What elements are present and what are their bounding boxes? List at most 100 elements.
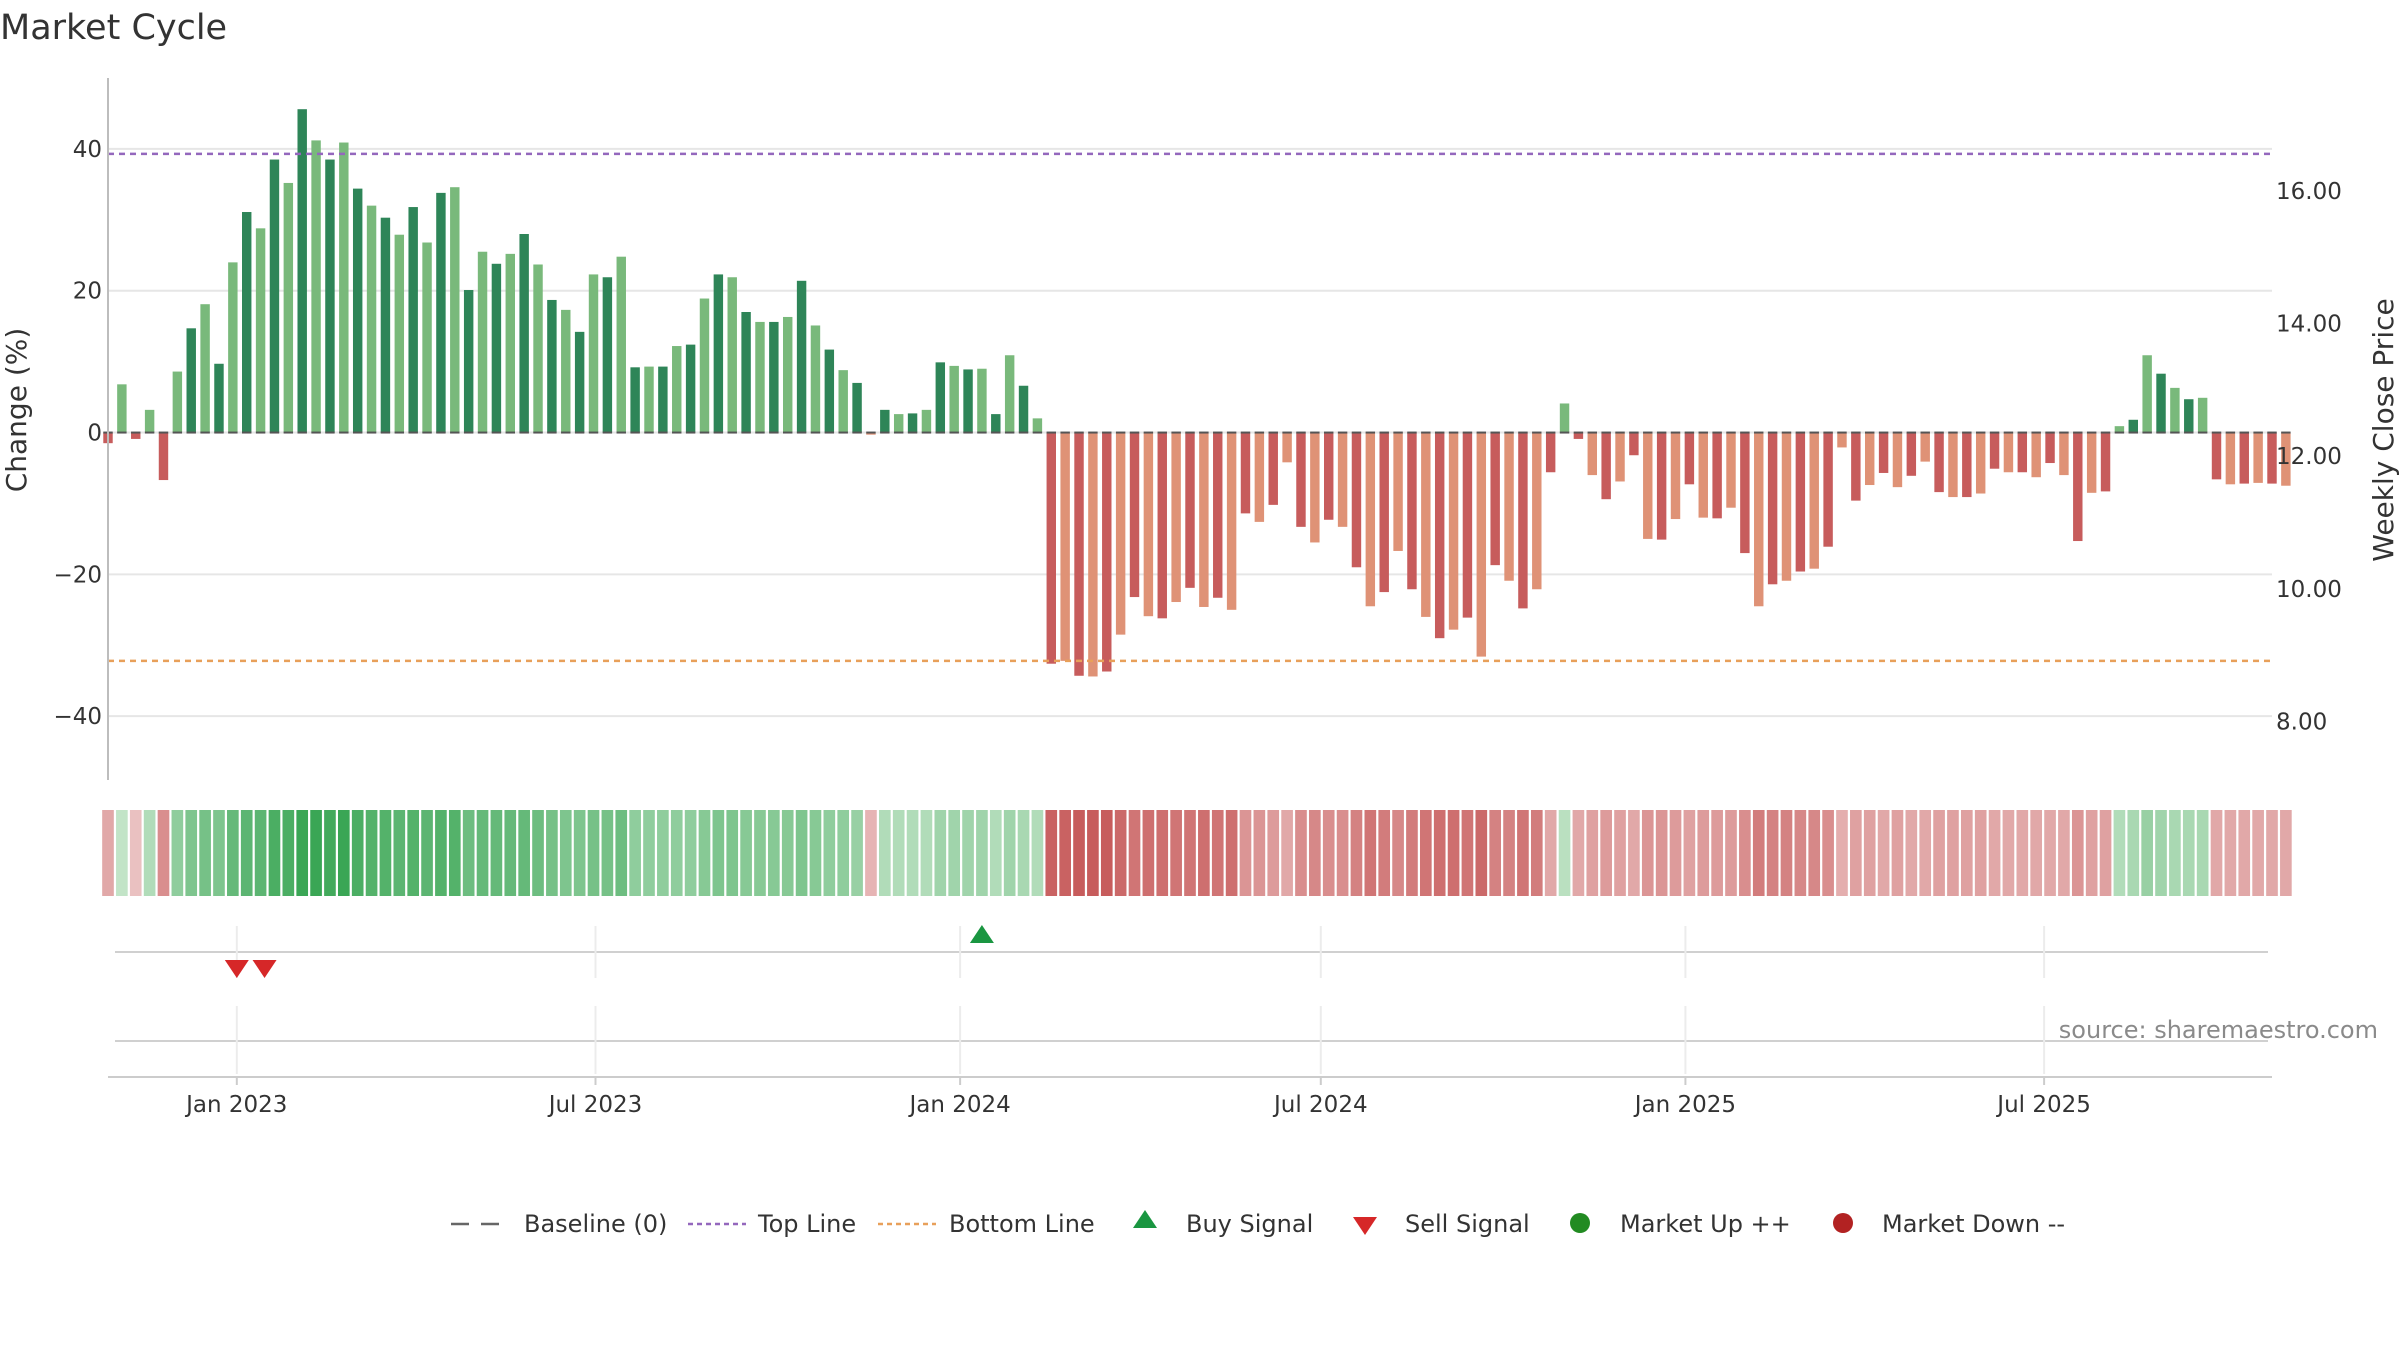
- strength-cell: [1558, 810, 1571, 896]
- bar: [1962, 432, 1972, 498]
- strength-cell: [1891, 810, 1904, 896]
- bar: [838, 370, 848, 433]
- strength-cell: [1114, 810, 1127, 896]
- strength-cell: [310, 810, 322, 896]
- legend: Baseline (0) Top Line Bottom Line Buy Signa…: [451, 1210, 2065, 1238]
- strength-cell: [1628, 810, 1640, 896]
- bar: [408, 207, 418, 433]
- bar: [602, 277, 613, 433]
- chart-title: Market Cycle: [0, 8, 227, 48]
- bar: [2045, 432, 2055, 464]
- x-tick-label: Jul 2025: [1995, 1092, 2091, 1118]
- strength-cell: [1281, 810, 1293, 896]
- bar: [1421, 432, 1431, 617]
- bar: [1920, 432, 1930, 462]
- bar: [783, 316, 793, 433]
- strength-cell: [1003, 810, 1016, 896]
- strength-cell: [2113, 810, 2126, 896]
- bar: [1254, 432, 1265, 522]
- strength-cell: [1739, 810, 1751, 896]
- strength-cell: [2196, 810, 2209, 896]
- strength-cell: [185, 810, 198, 896]
- strength-cell: [1433, 810, 1446, 896]
- bar: [1795, 432, 1806, 572]
- bar: [866, 432, 876, 435]
- strength-cell: [643, 810, 655, 896]
- strength-cell: [1322, 810, 1335, 896]
- strength-cell: [546, 810, 558, 896]
- strength-cell: [213, 810, 225, 896]
- bar: [1504, 432, 1514, 581]
- bar: [2114, 426, 2125, 433]
- bar: [1740, 432, 1750, 554]
- strength-cell: [1253, 810, 1266, 896]
- strength-cell: [1225, 810, 1238, 896]
- y2-tick-label: 8.00: [2276, 710, 2327, 736]
- strength-cell: [1572, 810, 1585, 896]
- strength-cell: [1836, 810, 1848, 896]
- bar: [1226, 432, 1237, 610]
- bar: [366, 205, 377, 433]
- legend-swatch-buy-signal: [1133, 1210, 1157, 1228]
- bar: [769, 321, 779, 433]
- bar: [394, 234, 405, 433]
- x-tick-label: Jan 2024: [907, 1092, 1010, 1118]
- bar: [935, 362, 946, 433]
- strength-cell: [1988, 810, 2001, 896]
- bar: [1379, 432, 1389, 593]
- y2-tick-label: 16.00: [2276, 179, 2342, 205]
- bar: [2086, 432, 2097, 493]
- strength-cell: [892, 810, 905, 896]
- bar: [977, 368, 987, 433]
- strength-cell: [1419, 810, 1432, 896]
- strength-cell: [1045, 810, 1058, 896]
- bar: [1767, 432, 1778, 585]
- strength-cell: [2224, 810, 2237, 896]
- legend-label: Sell Signal: [1405, 1210, 1530, 1238]
- strength-cell: [116, 810, 128, 896]
- bar: [1282, 432, 1292, 463]
- strength-cell: [2169, 810, 2181, 896]
- axes: 40 20 0 −20 −40 16.00 14.00 12.00 10.00 8.00 Jan 2…: [53, 78, 2342, 1118]
- bar: [1726, 432, 1736, 508]
- strength-cell: [878, 810, 891, 896]
- strength-cell: [296, 810, 309, 896]
- bar: [1892, 432, 1903, 488]
- strength-cell: [1503, 810, 1515, 896]
- strength-cell: [1517, 810, 1529, 896]
- strength-cell: [1475, 810, 1488, 896]
- strength-cell: [1960, 810, 1973, 896]
- y-tick-label: 40: [73, 137, 102, 163]
- strength-cell: [1184, 810, 1196, 896]
- strength-cell: [448, 810, 461, 896]
- strength-cell: [2127, 810, 2140, 896]
- legend-label: Bottom Line: [949, 1210, 1095, 1238]
- strength-cell: [1905, 810, 1918, 896]
- bar: [1324, 432, 1334, 520]
- bar: [1213, 432, 1223, 598]
- strength-cell: [920, 810, 933, 896]
- strength-cell: [421, 810, 433, 896]
- legend-label: Buy Signal: [1186, 1210, 1313, 1238]
- bar: [727, 277, 737, 433]
- strength-cell: [2016, 810, 2029, 896]
- bar: [963, 369, 973, 433]
- strength-cell: [2099, 810, 2112, 896]
- strength-cell: [1850, 810, 1862, 896]
- strength-cell: [2266, 810, 2278, 896]
- bar: [1351, 432, 1362, 568]
- bar: [630, 367, 640, 433]
- bar: [921, 409, 932, 433]
- bar: [685, 344, 696, 433]
- strength-cell: [1267, 810, 1280, 896]
- strength-cell: [906, 810, 919, 896]
- strength-cell: [1544, 810, 1557, 896]
- bar: [339, 142, 349, 433]
- bar: [117, 384, 127, 433]
- strength-cell: [1406, 810, 1418, 896]
- bar: [1004, 355, 1015, 433]
- strength-cell: [1156, 810, 1169, 896]
- strength-cell: [171, 810, 184, 896]
- strength-cell: [435, 810, 447, 896]
- strength-cell: [2238, 810, 2251, 896]
